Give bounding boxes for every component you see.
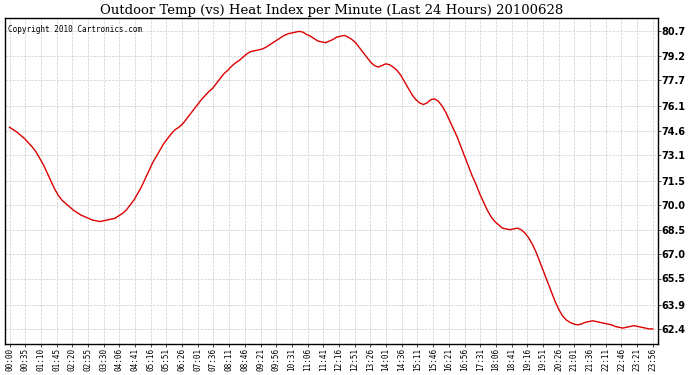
Text: Copyright 2010 Cartronics.com: Copyright 2010 Cartronics.com (8, 25, 142, 34)
Title: Outdoor Temp (vs) Heat Index per Minute (Last 24 Hours) 20100628: Outdoor Temp (vs) Heat Index per Minute … (99, 4, 563, 17)
